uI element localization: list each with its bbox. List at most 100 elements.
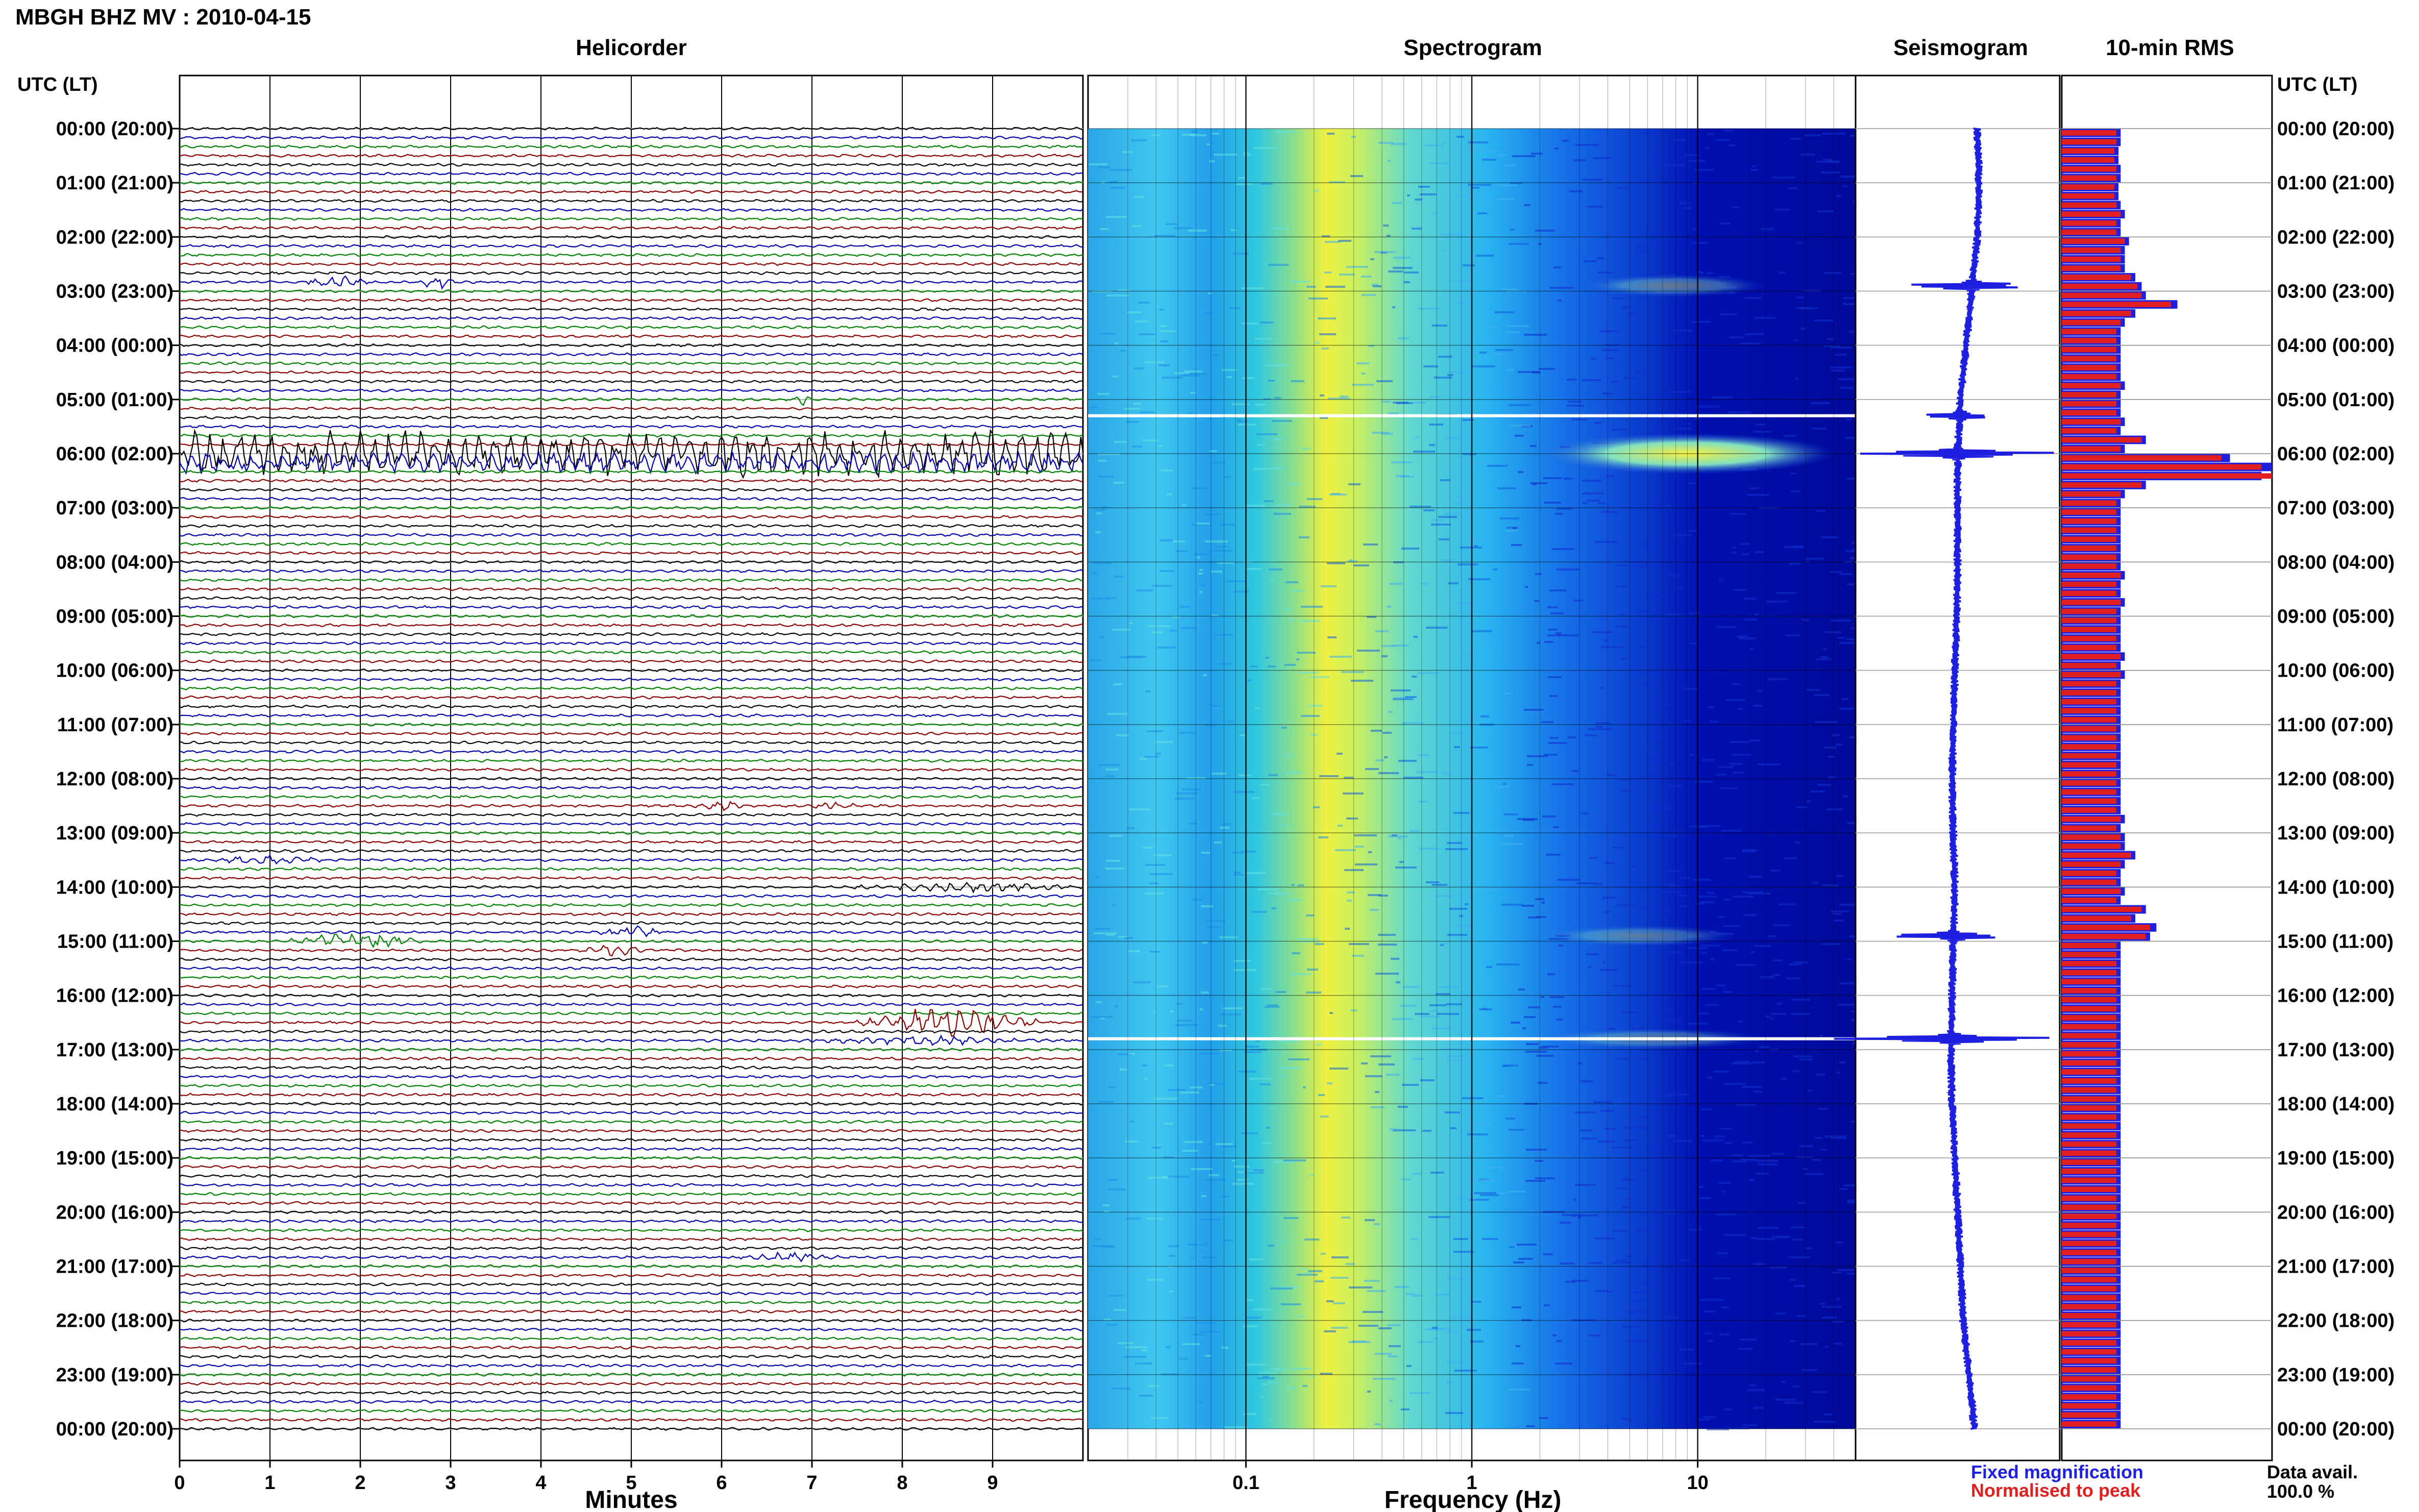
spectrogram-speckle (1465, 903, 1468, 905)
spectrogram-speckle (1157, 647, 1176, 649)
rms-bar-normalised (2062, 509, 2117, 515)
rms-bar-normalised (2062, 627, 2117, 632)
spectrogram-speckle (1613, 985, 1632, 987)
helicorder-trace (179, 450, 1083, 476)
helicorder-trace (179, 1192, 1083, 1196)
helicorder-trace (179, 881, 1083, 894)
spectrogram-speckle (1271, 907, 1276, 909)
spectrogram-speckle (1544, 1304, 1550, 1306)
spectrogram-speckle (1426, 627, 1447, 629)
spectrogram-speckle (1104, 1210, 1109, 1212)
spectrogram-speckle (1816, 658, 1832, 660)
spectrogram-speckle (1182, 504, 1186, 506)
helicorder-trace (179, 275, 1083, 290)
spectrogram-speckle (1432, 884, 1447, 886)
spectrogram-speckle (1647, 595, 1668, 597)
spectrogram-speckle (1475, 255, 1494, 257)
spectrogram-speckle (1698, 1197, 1711, 1199)
spectrogram-speckle (1796, 806, 1807, 808)
spectrogram-speckle (1631, 1301, 1643, 1303)
spectrogram-speckle (1760, 976, 1774, 978)
spectrogram-speckle (1658, 1212, 1676, 1214)
spectrogram-speckle (1315, 342, 1320, 344)
spectrogram-speckle (1249, 1078, 1272, 1080)
time-tick-label-right: 08:00 (04:00) (2277, 552, 2395, 573)
spectrogram-speckle (1598, 1141, 1615, 1143)
spectrogram-speckle (1281, 1303, 1301, 1305)
spectrogram-speckle (1391, 958, 1399, 960)
rms-bar-normalised (2062, 275, 2131, 280)
spectrogram-speckle (1378, 895, 1388, 897)
spectrogram-speckle (1276, 504, 1293, 506)
spectrogram-speckle (1624, 377, 1638, 379)
spectrogram-speckle (1205, 1355, 1212, 1357)
spectrogram-speckle (1299, 620, 1320, 622)
spectrogram-speckle (1720, 313, 1737, 315)
helicorder-trace (179, 945, 1083, 957)
spectrogram-speckle (1512, 155, 1536, 157)
spectrogram-speckle (1370, 1055, 1391, 1057)
spectrogram-speckle (1524, 709, 1544, 711)
spectrogram-speckle (1381, 655, 1388, 657)
spectrogram-speckle (1458, 302, 1467, 304)
spectrogram-speckle (1740, 1339, 1757, 1341)
rms-bar-normalised (2062, 428, 2117, 434)
spectrogram-speckle (1833, 913, 1842, 915)
spectrogram-speckle (1314, 190, 1319, 192)
spectrogram-speckle (1753, 1263, 1766, 1265)
spectrogram-speckle (1670, 885, 1682, 887)
spectrogram-speckle (1543, 1253, 1553, 1255)
spectrogram-speckle (1539, 1417, 1548, 1419)
spectrogram-speckle (1752, 165, 1756, 167)
spectrogram-speckle (1711, 958, 1715, 960)
spectrogram-speckle (1625, 1419, 1635, 1421)
spectrogram-speckle (1750, 1237, 1757, 1239)
spectrogram-speckle (1791, 1226, 1805, 1228)
spectrogram-speckle (1139, 333, 1155, 335)
rms-bar-normalised (2062, 392, 2117, 398)
spectrogram-speckle (1839, 708, 1854, 710)
spectrogram-speckle (1438, 516, 1457, 518)
spectrogram-speckle (1530, 482, 1547, 484)
spectrogram-speckle (1779, 903, 1796, 905)
spectrogram-speckle (1112, 629, 1130, 631)
spectrogram-speckle (1815, 721, 1838, 723)
spectrogram-speckle (1359, 1325, 1378, 1327)
spectrogram-speckle (1795, 841, 1800, 844)
spectrogram-speckle (1449, 908, 1467, 910)
spectrogram-speckle (1211, 550, 1232, 552)
helicorder-trace (179, 839, 1083, 844)
spectrogram-speckle (1442, 772, 1451, 774)
spectrogram-speckle (1126, 421, 1139, 423)
spectrogram-speckle (1393, 402, 1409, 404)
spectrogram-speckle (1118, 1053, 1131, 1055)
spectrogram-speckle (1641, 133, 1658, 135)
spectrogram-speckle (1100, 1018, 1105, 1020)
spectrogram-speckle (1662, 884, 1675, 886)
spectrogram-speckle (1820, 1303, 1825, 1305)
spectrogram-speckle (1700, 945, 1720, 947)
spectrogram-speckle (1643, 682, 1658, 684)
helicorder-trace (179, 524, 1083, 528)
spectrogram-speckle (1593, 1101, 1613, 1103)
spectrogram-speckle (1564, 478, 1572, 480)
time-tick-label-right: 06:00 (02:00) (2277, 443, 2395, 465)
spectrogram-speckle (1344, 777, 1353, 779)
spectrogram-speckle (1554, 147, 1559, 150)
spectrogram-speckle (1143, 439, 1158, 441)
spectrogram-speckle (1109, 181, 1118, 183)
spectrogram-speckle (1159, 309, 1164, 311)
spectrogram-speckle (1440, 479, 1450, 481)
spectrogram-speckle (1147, 730, 1163, 732)
spectrogram-speckle (1260, 784, 1270, 786)
spectrogram-speckle (1376, 380, 1393, 382)
spectrogram-speckle (1468, 578, 1490, 580)
spectrogram-speckle (1106, 294, 1129, 296)
spectrogram-speckle (1099, 764, 1120, 766)
helicorder-trace (179, 650, 1083, 655)
spectrogram-speckle (1415, 1013, 1429, 1015)
helicorder-trace (179, 560, 1083, 564)
spectrogram-speckle (1814, 1421, 1836, 1423)
spectrogram-speckle (1790, 1279, 1796, 1281)
